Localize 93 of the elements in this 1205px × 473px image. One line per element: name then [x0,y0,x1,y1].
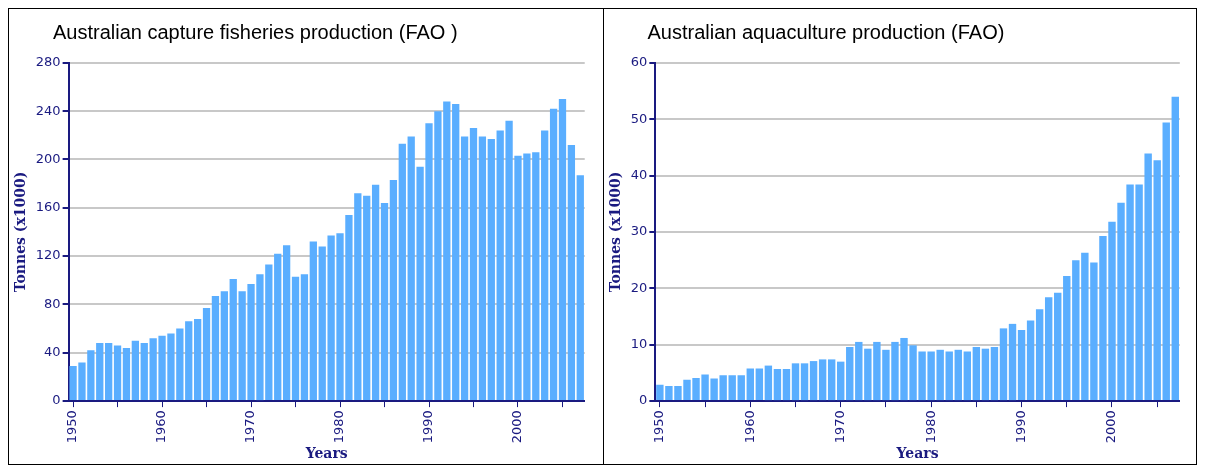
bar [291,276,300,401]
bar [122,347,131,401]
bar [818,359,826,401]
x-tick-label: 1980 [331,410,347,444]
bar [113,345,122,401]
x-tick-label: 1950 [64,410,80,444]
y-tick-label: 20 [630,279,647,295]
x-tick-label: 1980 [922,410,938,444]
bar [131,340,139,401]
x-tick-label: 2000 [1102,410,1118,444]
bar [460,136,469,401]
bar [549,108,558,401]
bar [282,245,291,401]
x-axis-title: Years [895,445,939,462]
bar [1035,309,1043,401]
bar [567,144,576,401]
bar [1026,320,1034,401]
bar [309,241,317,401]
y-tick-label: 50 [630,110,647,126]
bar [398,143,406,401]
bar [773,368,781,401]
bar [746,368,754,401]
bar [105,343,113,401]
x-tick-label: 1960 [741,410,757,444]
bar [380,202,389,401]
y-axis-title: Tonnes (x1000) [606,171,623,293]
bar [782,368,790,401]
bar [854,341,862,401]
x-axis-title: Years [304,445,348,462]
bar [452,103,460,401]
bar [274,253,282,401]
bar [478,136,487,401]
y-axis-title: Tonnes (x1000) [12,171,29,293]
y-tick-label: 80 [44,295,61,311]
x-tick-label: 1990 [1012,410,1028,444]
bar [755,368,763,401]
y-tick-label: 0 [638,392,647,408]
x-tick-label: 1970 [242,410,258,444]
chart-title: Australian capture fisheries production (FAO ) [52,20,459,45]
bar [999,328,1007,401]
bar [389,180,398,401]
bar [1017,330,1025,401]
bar [211,296,220,401]
bar [193,318,202,401]
x-tick-label: 1960 [153,410,169,444]
bar [220,291,228,401]
bar [1171,96,1179,401]
bar [558,99,567,401]
bar [300,274,309,401]
y-tick-label: 280 [35,54,61,70]
bar [487,138,495,401]
bar [469,128,478,401]
bar [990,346,998,401]
bar [140,343,148,401]
y-tick-label: 10 [630,336,647,352]
bar [836,361,844,401]
bar [576,175,584,401]
bar [363,195,371,401]
bar [800,363,808,401]
y-tick-label: 120 [35,247,61,263]
bar [1162,122,1170,401]
bar [185,321,193,401]
bar [827,359,835,401]
bar [945,351,953,401]
bar [791,363,799,401]
x-tick-label: 1950 [650,410,666,444]
chart-title: Australian aquaculture production (FAO) [646,20,1006,45]
bar [1053,292,1061,401]
bar [972,346,980,401]
y-tick-label: 40 [44,344,61,360]
bar [1008,323,1016,401]
bar [1044,297,1052,401]
bar [954,349,962,401]
bar [202,308,211,401]
bar [809,361,817,401]
x-tick-label: 1990 [420,410,436,444]
bar [845,346,853,401]
x-tick-label: 2000 [509,410,525,444]
y-tick-label: 60 [630,54,647,70]
y-tick-label: 240 [35,102,61,118]
bar [737,375,745,401]
y-tick-label: 40 [630,166,647,182]
y-tick-label: 30 [630,223,647,239]
bar [1062,275,1070,401]
y-tick-label: 160 [35,199,61,215]
bar [764,365,772,401]
bar [963,351,971,401]
y-tick-label: 200 [35,150,61,166]
y-tick-label: 0 [52,392,61,408]
bar [981,348,989,401]
x-tick-label: 1970 [831,410,847,444]
bar [371,184,380,401]
bar [541,130,549,401]
